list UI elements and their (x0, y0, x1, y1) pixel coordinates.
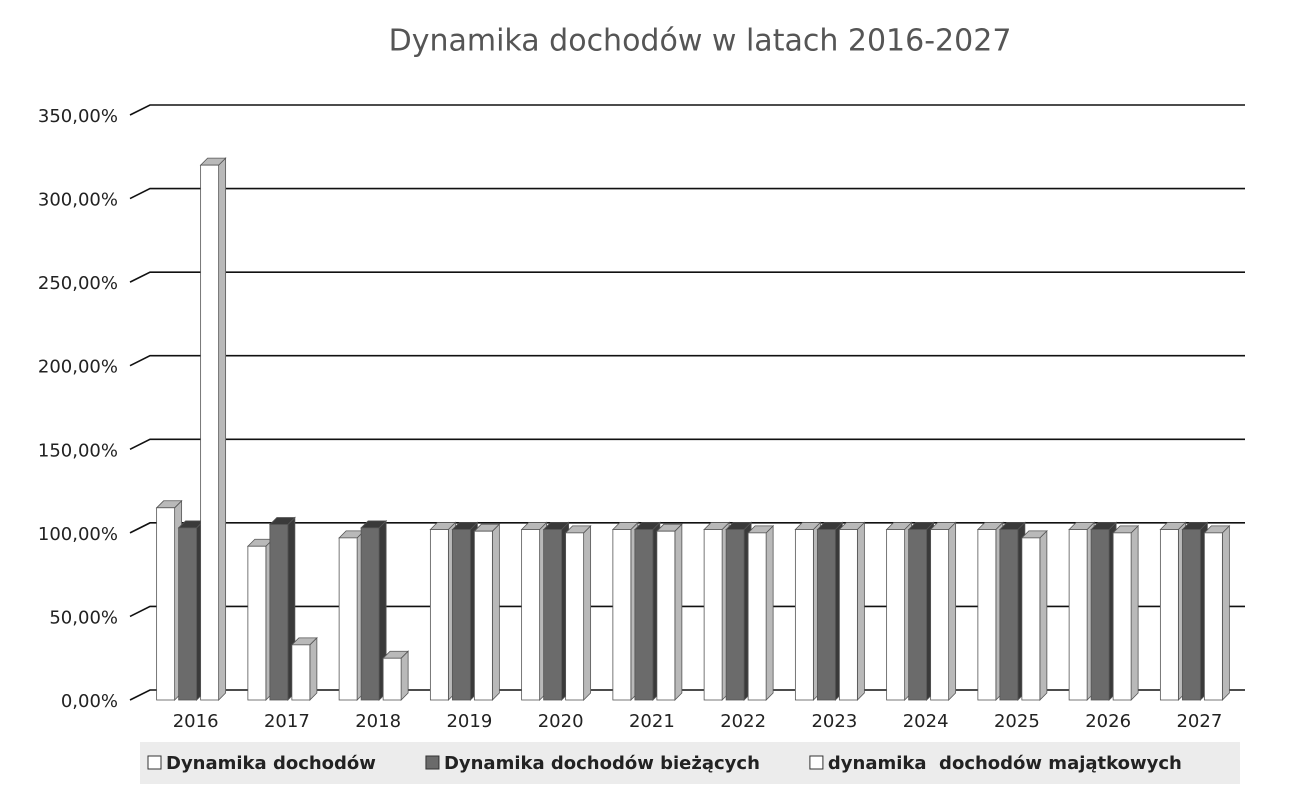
bar (247, 545, 267, 701)
bar (634, 529, 654, 701)
bar (886, 529, 906, 701)
grid-line (129, 689, 1245, 701)
x-tick-label: 2018 (355, 711, 401, 732)
bar (977, 529, 997, 701)
bar-side (948, 521, 957, 701)
bar (1203, 532, 1223, 701)
x-tick-label: 2016 (173, 711, 219, 732)
x-tick-label: 2021 (629, 711, 675, 732)
bar (725, 529, 745, 701)
bar (565, 532, 585, 701)
bar (1159, 529, 1179, 701)
bar (1021, 537, 1041, 701)
bar (656, 530, 676, 701)
grid-line (129, 522, 1245, 534)
legend-label: Dynamika dochodów bieżących (444, 753, 760, 774)
bar-side (856, 521, 865, 701)
grid-line (129, 187, 1245, 200)
bar (930, 529, 950, 701)
bar (156, 507, 176, 701)
grid-line (129, 438, 1245, 451)
bar-side (1130, 524, 1139, 701)
bar (178, 527, 198, 701)
bar-side (491, 523, 500, 701)
x-tick-label: 2023 (811, 711, 857, 732)
bar-side (218, 157, 227, 701)
y-tick-label: 250,00% (38, 273, 118, 294)
x-tick-label: 2025 (994, 711, 1040, 732)
bar (543, 529, 563, 701)
y-tick-label: 200,00% (38, 357, 118, 378)
bar (200, 164, 220, 701)
bar (816, 529, 836, 701)
bar (1181, 529, 1201, 701)
bar (429, 529, 449, 701)
legend-label: dynamika dochodów majątkowych (828, 753, 1182, 774)
grid-line (129, 271, 1245, 283)
x-tick-label: 2027 (1176, 711, 1222, 732)
bar (269, 524, 289, 701)
bar-side (765, 524, 774, 701)
bar-side (583, 524, 592, 701)
bar-side (1221, 524, 1230, 701)
bar-side (400, 650, 409, 701)
bar (1112, 532, 1132, 701)
legend-swatch (809, 755, 824, 770)
bar (703, 529, 723, 701)
bar (794, 529, 814, 701)
x-tick-label: 2017 (264, 711, 310, 732)
x-tick-label: 2026 (1085, 711, 1131, 732)
bar (1090, 529, 1110, 701)
bar (473, 530, 493, 701)
y-tick-label: 300,00% (38, 190, 118, 211)
y-tick-label: 0,00% (61, 691, 118, 712)
legend-swatch (147, 755, 162, 770)
bar (908, 529, 928, 701)
bar-side (674, 523, 683, 701)
legend-label: Dynamika dochodów (166, 753, 376, 774)
grid-line (129, 605, 1245, 618)
x-tick-label: 2020 (538, 711, 584, 732)
bar (360, 527, 380, 701)
bar (999, 529, 1019, 701)
bar (291, 644, 311, 701)
y-tick-label: 100,00% (38, 524, 118, 545)
bar (382, 657, 402, 701)
bar (838, 529, 858, 701)
grid-line (129, 354, 1245, 367)
bar-side (1039, 529, 1048, 701)
x-tick-label: 2024 (903, 711, 949, 732)
x-tick-label: 2022 (720, 711, 766, 732)
grid-line (129, 104, 1245, 116)
legend-band (140, 742, 1240, 784)
bar (521, 529, 541, 701)
bar (338, 537, 358, 701)
bar (612, 529, 632, 701)
legend-swatch (425, 755, 440, 770)
y-tick-label: 350,00% (38, 106, 118, 127)
bar-side (309, 636, 318, 701)
bar (451, 529, 471, 701)
y-tick-label: 150,00% (38, 440, 118, 461)
x-tick-label: 2019 (446, 711, 492, 732)
bar (1068, 529, 1088, 701)
bar (747, 532, 767, 701)
chart-title: Dynamika dochodów w latach 2016-2027 (389, 24, 1012, 59)
y-tick-label: 50,00% (49, 607, 118, 628)
